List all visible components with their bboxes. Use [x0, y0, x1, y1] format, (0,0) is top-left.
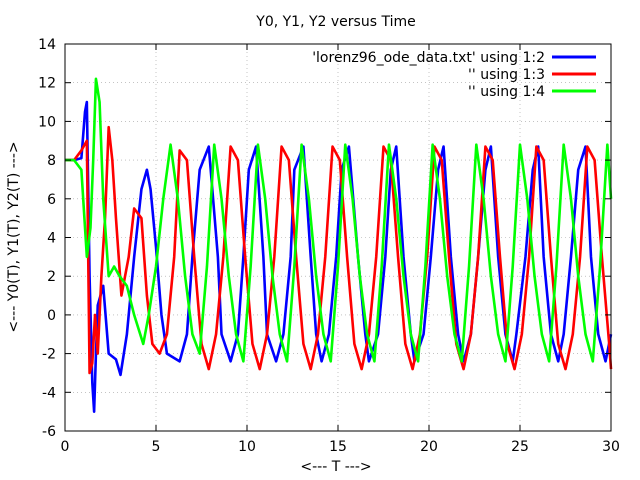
y-tick-label: 4 — [47, 231, 56, 247]
legend: 'lorenz96_ode_data.txt' using 1:2'' usin… — [312, 50, 596, 100]
y-tick-label: -6 — [42, 424, 56, 440]
y-tick-label: 12 — [38, 76, 56, 92]
legend-label-3: '' using 1:4 — [468, 84, 545, 100]
x-tick-label: 10 — [238, 439, 256, 455]
tick-labels: 0 5 10 15 20 25 30 -6 -4 -2 0 2 4 6 8 10 12 14 — [38, 37, 620, 455]
x-axis-label: <--- T ---> — [300, 459, 371, 475]
y-tick-label: -4 — [42, 385, 56, 401]
series-line-3 — [65, 77, 613, 363]
y-axis-label: <--- Y0(T), Y1(T), Y2(T) ---> — [6, 141, 22, 332]
y-tick-label: -2 — [42, 347, 56, 363]
x-tick-label: 5 — [152, 439, 161, 455]
y-tick-label: 14 — [38, 37, 56, 53]
y-tick-label: 8 — [47, 153, 56, 169]
series-lines — [65, 77, 613, 413]
x-tick-label: 25 — [511, 439, 529, 455]
y-tick-label: 6 — [47, 192, 56, 208]
series-line-1 — [65, 100, 613, 413]
legend-label-2: '' using 1:3 — [468, 67, 545, 83]
y-tick-label: 10 — [38, 114, 56, 130]
axes — [64, 43, 612, 432]
chart-title: Y0, Y1, Y2 versus Time — [255, 14, 415, 30]
x-tick-label: 20 — [420, 439, 438, 455]
y-tick-label: 0 — [47, 308, 56, 324]
x-tick-label: 0 — [61, 439, 70, 455]
x-tick-label: 30 — [602, 439, 620, 455]
x-tick-label: 15 — [329, 439, 347, 455]
legend-label-1: 'lorenz96_ode_data.txt' using 1:2 — [312, 50, 545, 66]
y-tick-label: 2 — [47, 269, 56, 285]
series-line-2 — [65, 125, 613, 375]
